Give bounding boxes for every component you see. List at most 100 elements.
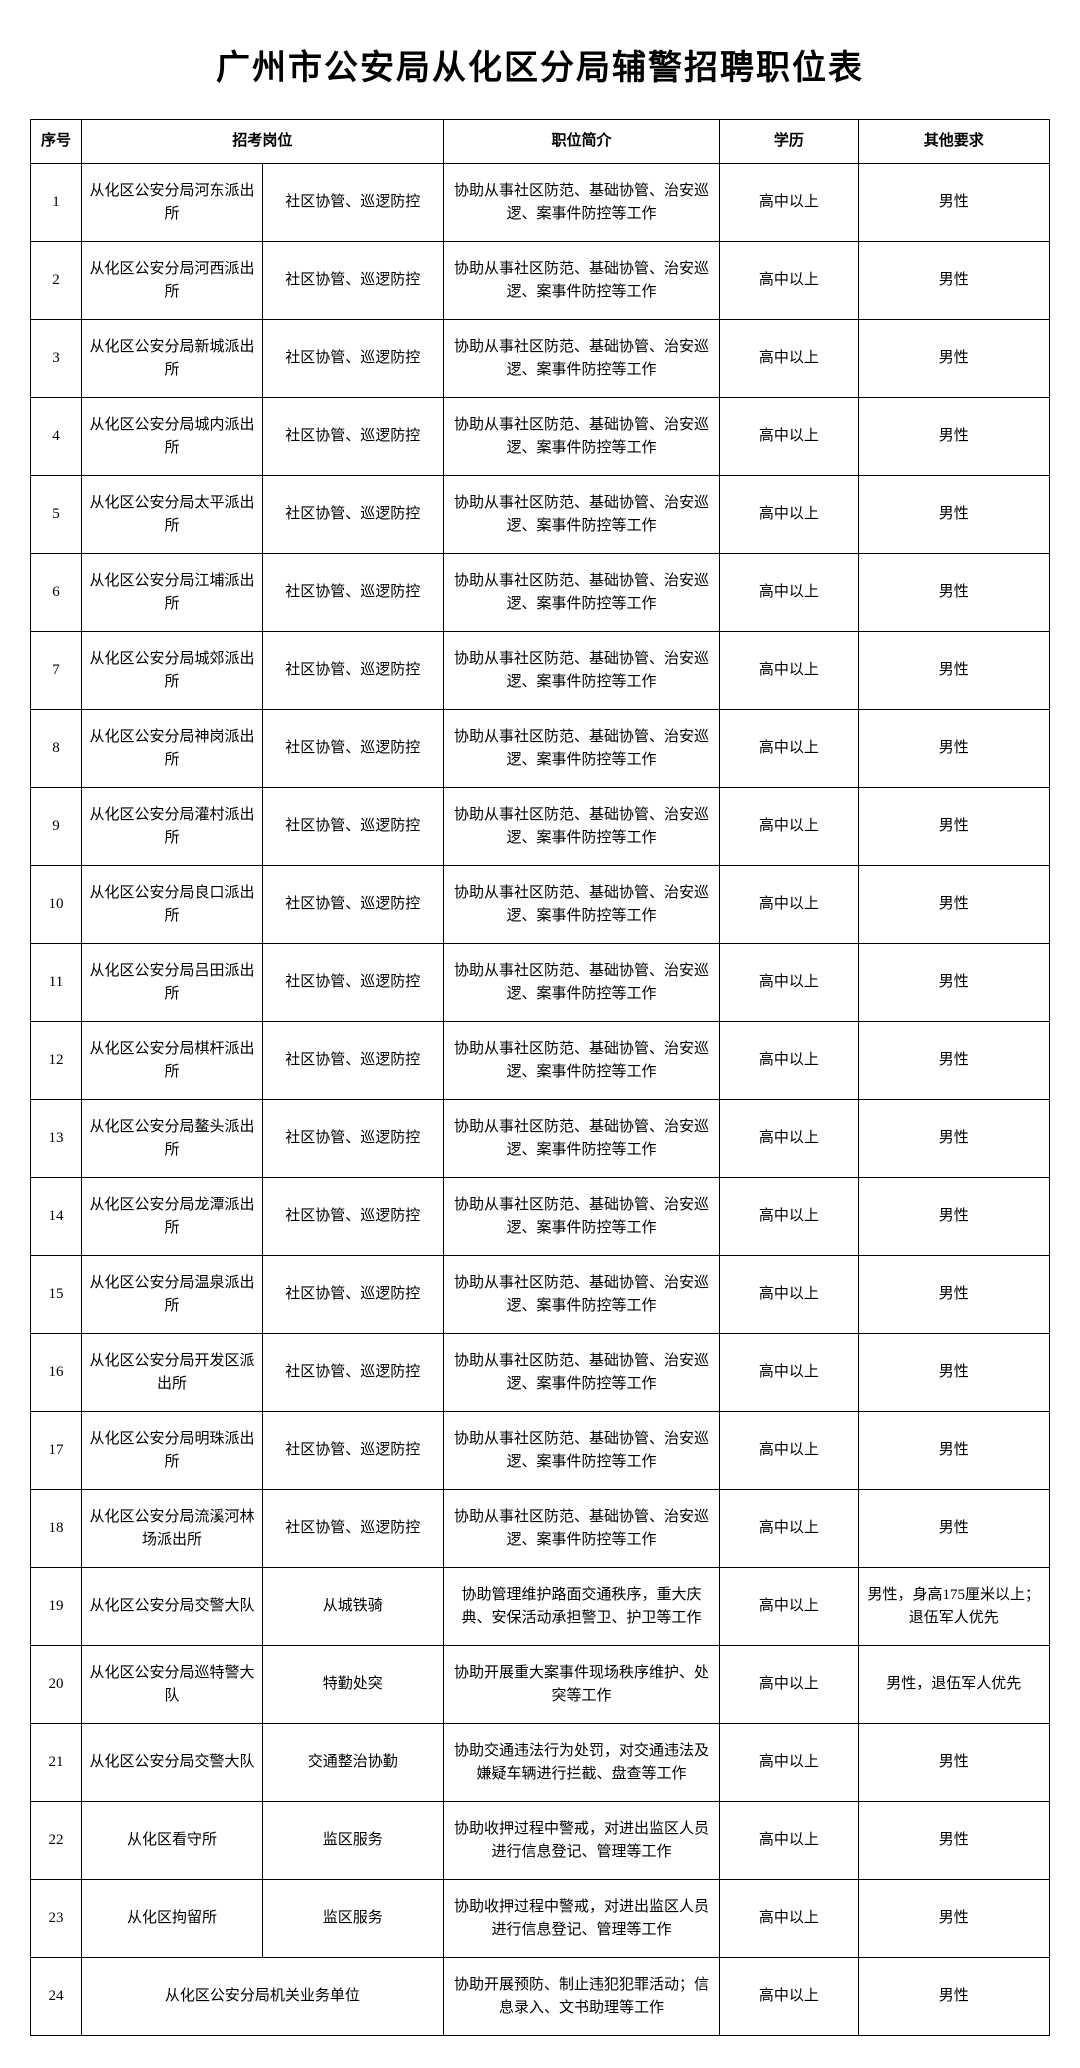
cell-post: 社区协管、巡逻防控 — [262, 1178, 443, 1256]
cell-unit: 从化区公安分局城郊派出所 — [82, 632, 263, 710]
cell-post: 社区协管、巡逻防控 — [262, 944, 443, 1022]
table-row: 16从化区公安分局开发区派出所社区协管、巡逻防控协助从事社区防范、基础协管、治安… — [31, 1334, 1050, 1412]
cell-desc: 协助从事社区防范、基础协管、治安巡逻、案事件防控等工作 — [443, 398, 720, 476]
cell-seq: 23 — [31, 1880, 82, 1958]
cell-other: 男性 — [858, 1334, 1050, 1412]
cell-edu: 高中以上 — [720, 164, 858, 242]
cell-post: 从城铁骑 — [262, 1568, 443, 1646]
cell-unit: 从化区公安分局明珠派出所 — [82, 1412, 263, 1490]
cell-seq: 8 — [31, 710, 82, 788]
cell-unit: 从化区公安分局太平派出所 — [82, 476, 263, 554]
cell-unit: 从化区公安分局开发区派出所 — [82, 1334, 263, 1412]
cell-desc: 协助从事社区防范、基础协管、治安巡逻、案事件防控等工作 — [443, 242, 720, 320]
cell-seq: 14 — [31, 1178, 82, 1256]
cell-edu: 高中以上 — [720, 1178, 858, 1256]
table-header-row: 序号 招考岗位 职位简介 学历 其他要求 — [31, 120, 1050, 164]
cell-other: 男性 — [858, 1802, 1050, 1880]
cell-seq: 18 — [31, 1490, 82, 1568]
cell-seq: 20 — [31, 1646, 82, 1724]
cell-seq: 17 — [31, 1412, 82, 1490]
cell-unit: 从化区公安分局河东派出所 — [82, 164, 263, 242]
header-edu: 学历 — [720, 120, 858, 164]
cell-desc: 协助从事社区防范、基础协管、治安巡逻、案事件防控等工作 — [443, 476, 720, 554]
cell-desc: 协助从事社区防范、基础协管、治安巡逻、案事件防控等工作 — [443, 1256, 720, 1334]
recruitment-table: 序号 招考岗位 职位简介 学历 其他要求 1从化区公安分局河东派出所社区协管、巡… — [30, 119, 1050, 2036]
cell-unit: 从化区公安分局交警大队 — [82, 1568, 263, 1646]
cell-seq: 22 — [31, 1802, 82, 1880]
cell-edu: 高中以上 — [720, 1958, 858, 2036]
cell-other: 男性 — [858, 1412, 1050, 1490]
cell-unit: 从化区公安分局吕田派出所 — [82, 944, 263, 1022]
header-post: 招考岗位 — [82, 120, 444, 164]
cell-desc: 协助管理维护路面交通秩序，重大庆典、安保活动承担警卫、护卫等工作 — [443, 1568, 720, 1646]
cell-edu: 高中以上 — [720, 320, 858, 398]
table-row: 1从化区公安分局河东派出所社区协管、巡逻防控协助从事社区防范、基础协管、治安巡逻… — [31, 164, 1050, 242]
cell-desc: 协助从事社区防范、基础协管、治安巡逻、案事件防控等工作 — [443, 164, 720, 242]
cell-unit: 从化区公安分局交警大队 — [82, 1724, 263, 1802]
cell-other: 男性，身高175厘米以上；退伍军人优先 — [858, 1568, 1050, 1646]
cell-unit: 从化区看守所 — [82, 1802, 263, 1880]
page-title: 广州市公安局从化区分局辅警招聘职位表 — [30, 40, 1050, 89]
table-row: 13从化区公安分局鳌头派出所社区协管、巡逻防控协助从事社区防范、基础协管、治安巡… — [31, 1100, 1050, 1178]
table-row: 11从化区公安分局吕田派出所社区协管、巡逻防控协助从事社区防范、基础协管、治安巡… — [31, 944, 1050, 1022]
table-row: 10从化区公安分局良口派出所社区协管、巡逻防控协助从事社区防范、基础协管、治安巡… — [31, 866, 1050, 944]
cell-post: 社区协管、巡逻防控 — [262, 164, 443, 242]
cell-unit: 从化区公安分局神岗派出所 — [82, 710, 263, 788]
table-row: 7从化区公安分局城郊派出所社区协管、巡逻防控协助从事社区防范、基础协管、治安巡逻… — [31, 632, 1050, 710]
cell-desc: 协助从事社区防范、基础协管、治安巡逻、案事件防控等工作 — [443, 1490, 720, 1568]
cell-other: 男性 — [858, 164, 1050, 242]
cell-edu: 高中以上 — [720, 1256, 858, 1334]
cell-unit: 从化区公安分局新城派出所 — [82, 320, 263, 398]
cell-unit: 从化区公安分局温泉派出所 — [82, 1256, 263, 1334]
cell-post: 社区协管、巡逻防控 — [262, 1490, 443, 1568]
cell-other: 男性 — [858, 1880, 1050, 1958]
cell-desc: 协助从事社区防范、基础协管、治安巡逻、案事件防控等工作 — [443, 320, 720, 398]
cell-unit: 从化区公安分局巡特警大队 — [82, 1646, 263, 1724]
cell-desc: 协助从事社区防范、基础协管、治安巡逻、案事件防控等工作 — [443, 1334, 720, 1412]
cell-other: 男性 — [858, 1958, 1050, 2036]
cell-post: 交通整治协勤 — [262, 1724, 443, 1802]
cell-edu: 高中以上 — [720, 242, 858, 320]
cell-other: 男性 — [858, 788, 1050, 866]
cell-seq: 9 — [31, 788, 82, 866]
cell-other: 男性 — [858, 1178, 1050, 1256]
table-row: 22从化区看守所监区服务协助收押过程中警戒，对进出监区人员进行信息登记、管理等工… — [31, 1802, 1050, 1880]
cell-other: 男性 — [858, 944, 1050, 1022]
cell-desc: 协助收押过程中警戒，对进出监区人员进行信息登记、管理等工作 — [443, 1802, 720, 1880]
cell-other: 男性，退伍军人优先 — [858, 1646, 1050, 1724]
cell-other: 男性 — [858, 1490, 1050, 1568]
cell-other: 男性 — [858, 242, 1050, 320]
table-row: 6从化区公安分局江埔派出所社区协管、巡逻防控协助从事社区防范、基础协管、治安巡逻… — [31, 554, 1050, 632]
cell-unit: 从化区公安分局棋杆派出所 — [82, 1022, 263, 1100]
cell-desc: 协助从事社区防范、基础协管、治安巡逻、案事件防控等工作 — [443, 1100, 720, 1178]
table-row: 14从化区公安分局龙潭派出所社区协管、巡逻防控协助从事社区防范、基础协管、治安巡… — [31, 1178, 1050, 1256]
cell-post: 社区协管、巡逻防控 — [262, 476, 443, 554]
cell-post: 社区协管、巡逻防控 — [262, 1412, 443, 1490]
cell-desc: 协助从事社区防范、基础协管、治安巡逻、案事件防控等工作 — [443, 788, 720, 866]
cell-edu: 高中以上 — [720, 1568, 858, 1646]
cell-edu: 高中以上 — [720, 1880, 858, 1958]
table-row: 21从化区公安分局交警大队交通整治协勤协助交通违法行为处罚，对交通违法及嫌疑车辆… — [31, 1724, 1050, 1802]
table-row: 8从化区公安分局神岗派出所社区协管、巡逻防控协助从事社区防范、基础协管、治安巡逻… — [31, 710, 1050, 788]
cell-post: 社区协管、巡逻防控 — [262, 398, 443, 476]
cell-seq: 5 — [31, 476, 82, 554]
cell-edu: 高中以上 — [720, 1022, 858, 1100]
cell-edu: 高中以上 — [720, 398, 858, 476]
cell-other: 男性 — [858, 1256, 1050, 1334]
table-row: 20从化区公安分局巡特警大队特勤处突协助开展重大案事件现场秩序维护、处突等工作高… — [31, 1646, 1050, 1724]
cell-unit-merged: 从化区公安分局机关业务单位 — [82, 1958, 444, 2036]
cell-unit: 从化区公安分局良口派出所 — [82, 866, 263, 944]
cell-post: 社区协管、巡逻防控 — [262, 866, 443, 944]
cell-edu: 高中以上 — [720, 1334, 858, 1412]
cell-other: 男性 — [858, 398, 1050, 476]
cell-unit: 从化区公安分局江埔派出所 — [82, 554, 263, 632]
table-row: 12从化区公安分局棋杆派出所社区协管、巡逻防控协助从事社区防范、基础协管、治安巡… — [31, 1022, 1050, 1100]
table-row: 2从化区公安分局河西派出所社区协管、巡逻防控协助从事社区防范、基础协管、治安巡逻… — [31, 242, 1050, 320]
cell-edu: 高中以上 — [720, 944, 858, 1022]
header-seq: 序号 — [31, 120, 82, 164]
cell-post: 社区协管、巡逻防控 — [262, 1022, 443, 1100]
cell-other: 男性 — [858, 1022, 1050, 1100]
header-desc: 职位简介 — [443, 120, 720, 164]
cell-post: 监区服务 — [262, 1880, 443, 1958]
cell-other: 男性 — [858, 1724, 1050, 1802]
